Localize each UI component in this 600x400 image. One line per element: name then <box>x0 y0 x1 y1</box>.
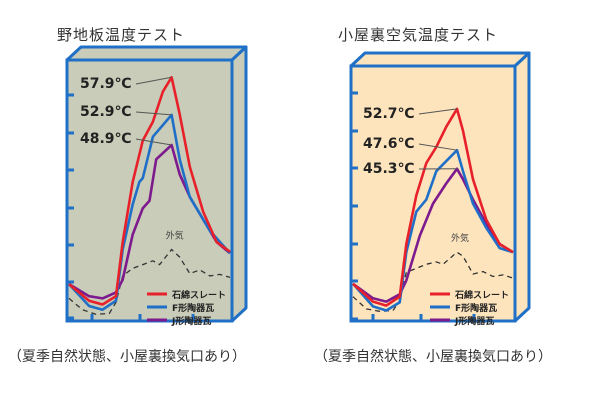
chart-title-roof-board: 野地板温度テスト <box>57 26 186 44</box>
peak-leader-line <box>135 76 172 85</box>
legend-label: 石綿スレート <box>454 289 509 301</box>
chart-caption-attic-air: （夏季自然状態、小屋裏換気口あり） <box>314 349 552 365</box>
peak-label: 45.3℃ <box>363 161 415 177</box>
peak-leader-line <box>135 138 172 146</box>
outside-air-label: 外気 <box>451 232 469 244</box>
legend-label: F形陶器瓦 <box>455 302 497 314</box>
outside-air-line <box>68 248 231 315</box>
peak-label: 48.9℃ <box>80 131 132 147</box>
box-side-face <box>513 51 531 323</box>
plot-area <box>65 58 234 323</box>
series-line-石綿スレート <box>68 76 231 306</box>
peak-label: 57.9℃ <box>80 76 132 92</box>
chart-caption-roof-board: （夏季自然状態、小屋裏換気口あり） <box>8 349 246 365</box>
legend-label: J形陶器瓦 <box>171 315 211 327</box>
box-top-face <box>349 51 531 68</box>
outside-air-line <box>352 251 514 312</box>
chart-title-attic-air: 小屋裏空気温度テスト <box>338 26 499 44</box>
plot-area <box>349 64 517 323</box>
outside-air-label: 外気 <box>166 230 184 242</box>
series-line-J形陶器瓦 <box>352 167 514 303</box>
legend-label: 石綿スレート <box>171 289 226 301</box>
peak-label: 52.7℃ <box>363 106 415 122</box>
legend-label: J形陶器瓦 <box>454 315 494 327</box>
box-top-face <box>65 45 248 62</box>
legend-label: F形陶器瓦 <box>172 302 214 314</box>
peak-leader-line <box>418 108 458 115</box>
series-line-F形陶器瓦 <box>68 113 231 312</box>
peak-leader-line <box>135 111 172 116</box>
series-line-F形陶器瓦 <box>352 148 514 312</box>
peak-label: 47.6℃ <box>363 136 415 152</box>
peak-leader-line <box>418 143 458 151</box>
peak-label: 52.9℃ <box>80 104 132 120</box>
box-side-face <box>230 45 248 323</box>
